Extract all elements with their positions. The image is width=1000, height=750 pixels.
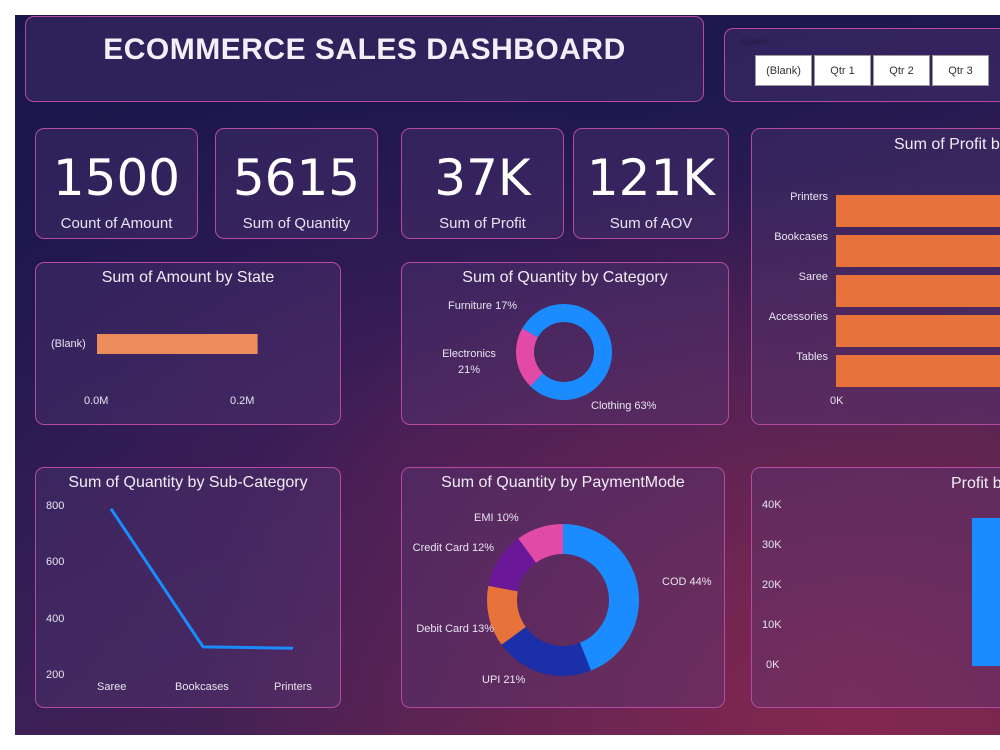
bar-bookcases[interactable] [836, 235, 1000, 267]
kpi-label: Sum of AOV [609, 215, 693, 232]
kpi-label: Count of Amount [60, 215, 173, 232]
category-label: Bookcases [774, 231, 828, 243]
bar-accessories[interactable] [836, 315, 1000, 347]
kpi-card-sum-quantity[interactable]: 5615 Sum of Quantity [215, 128, 378, 239]
kpi-value: 37K [434, 149, 531, 207]
bar-tables[interactable] [836, 355, 1000, 387]
profit-column-plot [972, 518, 1000, 666]
category-donut [516, 304, 612, 400]
kpi-label: Sum of Quantity [242, 215, 351, 232]
slice-upi[interactable] [501, 627, 591, 676]
y-tick-600: 600 [46, 556, 65, 568]
dashboard-canvas: ECOMMERCE SALES DASHBOARD Quarter (Blank… [15, 15, 1000, 735]
kpi-card-count-amount[interactable]: 1500 Count of Amount [35, 128, 198, 239]
amount-state-plot [97, 334, 258, 354]
slice-label-electronics: Electronics 21% [442, 348, 496, 376]
chart-title: Sum of Quantity by PaymentMode [441, 474, 685, 491]
paymentmode-donut [487, 524, 639, 676]
chart-profit-by-subcategory[interactable]: Sum of Profit b Printers Bookcases Saree… [751, 128, 1000, 425]
x-tick-0: 0K [830, 395, 844, 407]
category-label: Accessories [768, 311, 828, 323]
profit-column[interactable] [972, 518, 1000, 666]
chart-title: Sum of Quantity by Category [462, 269, 668, 286]
y-tick-800: 800 [46, 500, 65, 512]
y-tick-20k: 20K [762, 579, 782, 591]
chart-title: Sum of Quantity by Sub-Category [68, 474, 308, 491]
quarter-slicer: Quarter (Blank) Qtr 1 Qtr 2 Qtr 3 [724, 28, 1000, 102]
x-tick-1: 0.2M [230, 395, 255, 407]
chart-title: Sum of Profit b [894, 136, 1000, 153]
slice-electronics[interactable] [516, 328, 543, 387]
chart-profit-column[interactable]: Profit b 40K 30K 20K 10K 0K [751, 467, 1000, 708]
x-tick-saree: Saree [97, 681, 127, 693]
dashboard-title: ECOMMERCE SALES DASHBOARD [103, 33, 626, 66]
category-label: Saree [798, 271, 828, 283]
slice-clothing[interactable] [530, 304, 612, 400]
x-tick-0: 0.0M [84, 395, 109, 407]
chart-title: Profit b [951, 475, 1000, 492]
title-card: ECOMMERCE SALES DASHBOARD [25, 16, 704, 102]
slice-cod[interactable] [563, 524, 639, 671]
slice-furniture[interactable] [522, 304, 564, 338]
kpi-card-sum-aov[interactable]: 121K Sum of AOV [573, 128, 729, 239]
bar-blank[interactable] [97, 334, 258, 354]
category-label-blank: (Blank) [51, 338, 86, 350]
kpi-value: 5615 [232, 149, 361, 207]
slicer-options: (Blank) Qtr 1 Qtr 2 Qtr 3 [755, 55, 989, 86]
y-tick-10k: 10K [762, 619, 782, 631]
slice-label-upi: UPI 21% [482, 674, 526, 686]
y-tick-30k: 30K [762, 539, 782, 551]
x-tick-bookcases: Bookcases [175, 681, 229, 693]
slice-label-cod: COD 44% [662, 576, 712, 588]
slicer-option-qtr3[interactable]: Qtr 3 [932, 55, 989, 86]
slice-label-clothing: Clothing 63% [591, 400, 657, 412]
bar-saree[interactable] [836, 275, 1000, 307]
slicer-option-blank[interactable]: (Blank) [755, 55, 812, 86]
chart-quantity-by-paymentmode[interactable]: Sum of Quantity by PaymentMode EMI 10% C… [401, 467, 725, 708]
slice-label-furniture: Furniture 17% [448, 300, 518, 312]
chart-title: Sum of Amount by State [101, 269, 275, 286]
slicer-option-qtr1[interactable]: Qtr 1 [814, 55, 871, 86]
slice-credit-card[interactable] [488, 538, 536, 592]
bar-printers[interactable] [836, 195, 1000, 227]
kpi-card-sum-profit[interactable]: 37K Sum of Profit [401, 128, 564, 239]
slice-label-debit-card: Debit Card 13% [416, 623, 494, 635]
profit-bars-plot [836, 195, 1000, 387]
y-tick-40k: 40K [762, 499, 782, 511]
chart-quantity-by-subcategory[interactable]: Sum of Quantity by Sub-Category 800 600 … [35, 467, 341, 708]
kpi-value: 1500 [52, 149, 181, 207]
subcategory-line-plot [109, 507, 294, 650]
slice-emi[interactable] [518, 524, 563, 563]
slicer-option-qtr2[interactable]: Qtr 2 [873, 55, 930, 86]
kpi-label: Sum of Profit [439, 215, 526, 232]
y-tick-0k: 0K [766, 659, 780, 671]
slice-debit-card[interactable] [487, 585, 526, 645]
kpi-value: 121K [586, 149, 716, 207]
category-label: Tables [796, 351, 828, 363]
category-label: Printers [790, 191, 828, 203]
chart-quantity-by-category[interactable]: Sum of Quantity by Category Furniture 17… [401, 262, 729, 425]
slicer-label: Quarter [741, 37, 769, 46]
x-tick-printers: Printers [274, 681, 312, 693]
y-tick-200: 200 [46, 669, 65, 681]
slice-label-emi: EMI 10% [474, 512, 519, 524]
slice-label-credit-card: Credit Card 12% [412, 542, 494, 554]
chart-amount-by-state[interactable]: Sum of Amount by State (Blank) 0.0M 0.2M [35, 262, 341, 425]
y-tick-400: 400 [46, 613, 65, 625]
quantity-line[interactable] [109, 507, 294, 650]
